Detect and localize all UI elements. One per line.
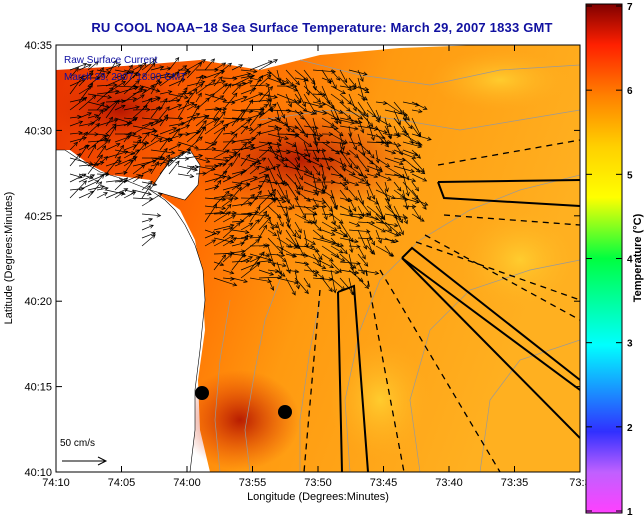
buoy-marker bbox=[278, 405, 292, 419]
y-tick-label: 40:25 bbox=[24, 211, 52, 223]
survey-transects bbox=[303, 139, 580, 472]
legend-line-1: Raw Surface Current bbox=[64, 55, 158, 66]
x-axis-label: Longitude (Degrees:Minutes) bbox=[247, 491, 389, 503]
x-tick-label: 73:55 bbox=[239, 477, 267, 489]
colorbar-ticks: 7 6 5 4 3 2 1 bbox=[586, 2, 633, 518]
x-tick-label: 73:40 bbox=[435, 477, 463, 489]
x-tick-label: 73:35 bbox=[501, 477, 529, 489]
buoy-marker bbox=[195, 386, 209, 400]
plot-area bbox=[56, 45, 580, 472]
y-tick-label: 40:15 bbox=[24, 382, 52, 394]
colorbar-tick-label: 1 bbox=[627, 507, 633, 518]
colorbar-label: Temperature (°C) bbox=[632, 213, 644, 302]
map-title: RU COOL NOAA−18 Sea Surface Temperature:… bbox=[91, 20, 553, 35]
x-tick-label: 74:00 bbox=[173, 477, 201, 489]
y-tick-label: 40:10 bbox=[24, 467, 52, 479]
y-tick-label: 40:20 bbox=[24, 296, 52, 308]
colorbar-tick-label: 7 bbox=[627, 2, 633, 13]
scale-arrow bbox=[62, 456, 108, 466]
x-tick-label: 73:50 bbox=[304, 477, 332, 489]
colorbar-tick-label: 3 bbox=[627, 339, 633, 350]
colorbar-tick-label: 5 bbox=[627, 170, 633, 181]
x-tick-label: 74:10 bbox=[42, 477, 70, 489]
x-tick-label: 74:05 bbox=[108, 477, 136, 489]
scale-label: 50 cm/s bbox=[60, 438, 95, 449]
x-axis: 74:10 74:05 74:00 73:55 73:50 73:45 73:40 73:35… bbox=[42, 45, 591, 489]
colorbar-tick-label: 6 bbox=[627, 86, 633, 97]
colorbar-tick-label: 2 bbox=[627, 423, 633, 434]
x-tick-label: 73:3 bbox=[569, 477, 590, 489]
surface-current-vectors bbox=[69, 56, 432, 296]
colorbar-tick-label: 4 bbox=[627, 255, 633, 266]
coastline-land bbox=[56, 149, 206, 472]
y-axis-label: Latitude (Degrees:Minutes) bbox=[3, 192, 15, 325]
y-tick-label: 40:30 bbox=[24, 125, 52, 137]
y-tick-label: 40:35 bbox=[24, 40, 52, 52]
y-axis: 40:35 40:30 40:25 40:20 40:15 40:10 bbox=[24, 40, 580, 479]
x-tick-label: 73:45 bbox=[370, 477, 398, 489]
legend-line-2: March 29, 2007 18:00 GMT bbox=[64, 72, 186, 83]
